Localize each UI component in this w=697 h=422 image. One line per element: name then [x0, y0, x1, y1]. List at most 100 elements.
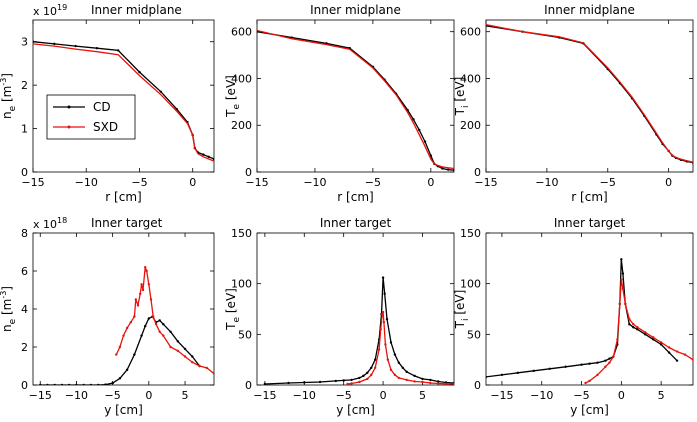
data-point-cd	[548, 367, 551, 370]
x-axis-label: r [cm]	[105, 190, 141, 204]
data-point-cd	[82, 383, 85, 385]
y-tick-label: 0	[474, 166, 481, 179]
y-tick-label: 2	[21, 79, 28, 92]
data-point-cd	[620, 258, 623, 261]
data-point-cd	[588, 362, 591, 365]
y-tick-label: 100	[231, 278, 252, 291]
y-tick-label: 6	[21, 265, 28, 278]
y-tick-label: 200	[460, 119, 481, 132]
data-point-sxd	[374, 366, 377, 369]
data-point-cd	[287, 381, 290, 385]
x-tick-label: −5	[365, 176, 381, 189]
data-point-cd	[393, 353, 397, 356]
data-point-sxd	[198, 364, 201, 368]
data-point-cd	[125, 368, 129, 371]
data-point-sxd	[632, 323, 635, 326]
chart-title: Inner midplane	[91, 3, 182, 17]
data-point-sxd	[644, 331, 647, 334]
data-point-cd	[75, 383, 78, 385]
data-point-cd	[162, 323, 165, 326]
x-tick-label: −5	[600, 176, 616, 189]
x-tick-label: −5	[131, 176, 147, 189]
chart-title: Inner target	[554, 216, 626, 230]
data-point-cd	[447, 168, 450, 171]
data-point-cd	[651, 338, 655, 341]
data-point-cd	[263, 382, 267, 385]
series-line-sxd	[486, 24, 693, 163]
axes-frame	[32, 232, 215, 386]
data-point-cd	[176, 340, 179, 343]
data-point-cd	[144, 324, 147, 328]
data-point-sxd	[437, 382, 440, 385]
data-point-cd	[175, 107, 178, 111]
data-point-sxd	[379, 328, 382, 331]
data-point-sxd	[122, 334, 125, 337]
data-point-cd	[385, 317, 389, 321]
x-tick-label: 5	[182, 389, 189, 402]
x-tick-label: 0	[618, 389, 625, 402]
data-point-cd	[39, 383, 42, 385]
y-axis-label: Ti [eV]	[453, 77, 471, 117]
data-point-cd	[429, 154, 433, 157]
data-point-cd	[516, 371, 520, 375]
data-point-sxd	[616, 338, 619, 341]
data-point-sxd	[115, 353, 118, 356]
data-point-sxd	[205, 366, 208, 370]
data-point-cd	[405, 370, 408, 374]
data-point-sxd	[389, 368, 393, 371]
data-point-sxd	[620, 278, 623, 281]
data-point-sxd	[608, 361, 611, 364]
data-point-cd	[397, 361, 401, 364]
data-point-sxd	[191, 361, 194, 364]
chart-ti-mid: −15 −10 −5 0 0 200 400 600 Inner midplane r [cm] T…	[453, 3, 694, 204]
data-point-sxd	[370, 373, 373, 377]
x-axis-label: r [cm]	[571, 190, 607, 204]
data-point-cd	[421, 377, 424, 381]
x-tick-label: 0	[145, 389, 152, 402]
y-axis-label: Te [eV]	[224, 288, 242, 331]
data-point-sxd	[141, 288, 145, 292]
data-point-sxd	[140, 283, 143, 286]
x-tick-label: −10	[535, 176, 558, 189]
data-point-sxd	[413, 380, 416, 383]
chart-title: Inner target	[91, 216, 163, 230]
data-point-sxd	[596, 373, 599, 377]
scale-factor: x 1019	[33, 3, 67, 18]
y-tick-label: 50	[467, 328, 481, 341]
data-point-sxd	[651, 336, 655, 339]
data-point-sxd	[384, 343, 387, 346]
x-tick-label: −5	[336, 389, 352, 402]
data-point-cd	[133, 353, 136, 356]
x-tick-label: −15	[490, 389, 513, 402]
x-tick-label: 0	[380, 389, 387, 402]
x-tick-label: −10	[75, 176, 98, 189]
data-point-cd	[158, 319, 161, 322]
y-tick-label: 1	[21, 123, 28, 136]
y-tick-label: 3	[21, 36, 28, 49]
legend-box	[46, 94, 136, 140]
data-point-cd	[350, 378, 353, 382]
data-point-cd	[564, 365, 567, 368]
data-point-sxd	[405, 378, 408, 382]
data-point-cd	[318, 380, 322, 384]
data-point-cd	[118, 377, 122, 380]
x-tick-label: 0	[427, 176, 434, 189]
data-point-cd	[358, 376, 361, 380]
data-point-sxd	[346, 382, 349, 385]
data-point-cd	[644, 333, 647, 336]
data-point-sxd	[176, 349, 179, 352]
data-point-cd	[441, 167, 444, 170]
data-point-sxd	[667, 346, 671, 349]
y-tick-label: 150	[460, 227, 481, 240]
data-point-cd	[437, 380, 440, 383]
y-tick-label: 2	[21, 341, 28, 354]
data-point-cd	[370, 366, 373, 369]
chart-title: Inner midplane	[310, 3, 401, 17]
y-tick-label: 0	[21, 379, 28, 392]
data-point-sxd	[212, 372, 214, 375]
data-point-sxd	[149, 298, 153, 301]
data-point-cd	[580, 363, 583, 366]
data-point-sxd	[366, 377, 369, 381]
